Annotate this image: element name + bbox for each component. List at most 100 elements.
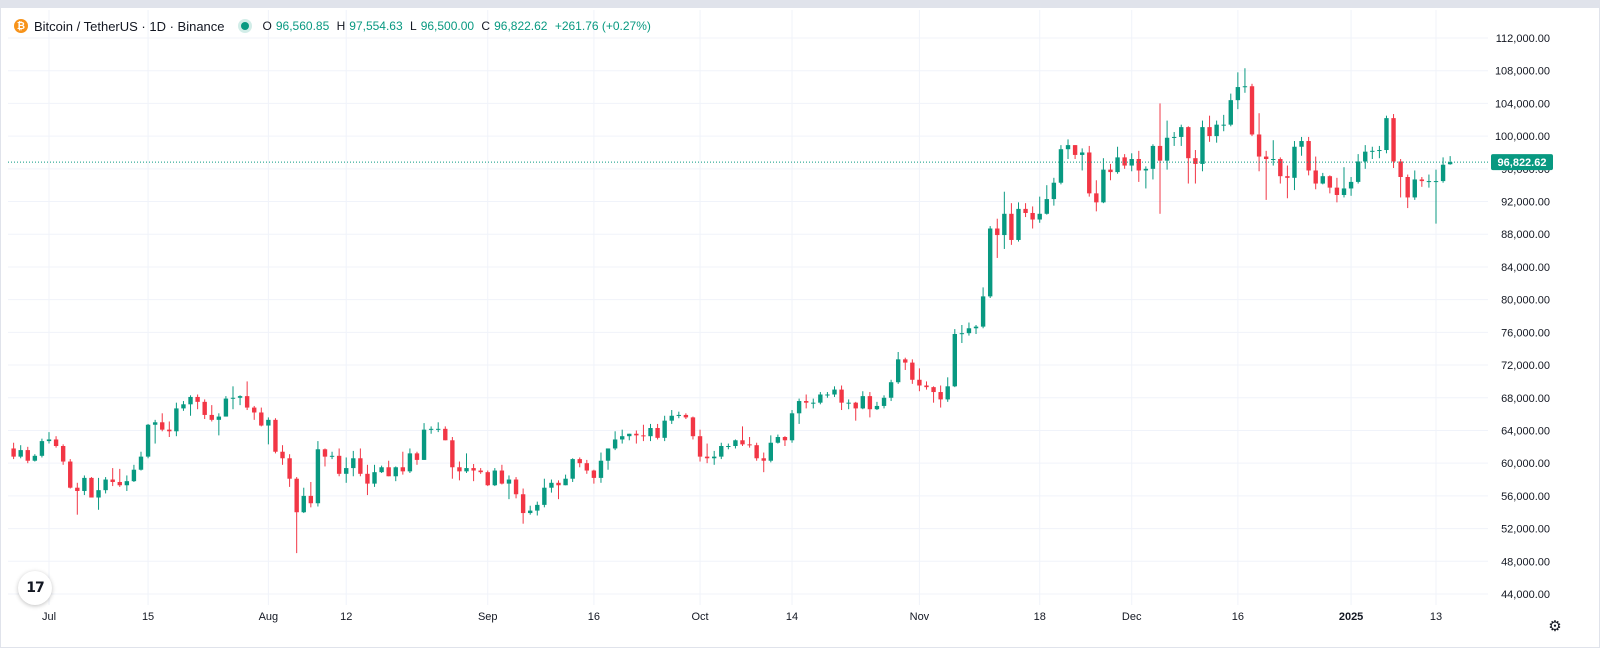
candle[interactable] (1348, 177, 1354, 196)
candle[interactable] (216, 413, 222, 436)
candle[interactable] (1157, 103, 1163, 214)
candle[interactable] (768, 435, 773, 463)
candle[interactable] (697, 429, 703, 462)
candle[interactable] (924, 381, 929, 390)
candle[interactable] (563, 474, 568, 486)
candle[interactable] (1214, 120, 1219, 143)
candle[interactable] (1186, 126, 1191, 184)
candle[interactable] (421, 423, 427, 460)
candle[interactable] (1398, 159, 1403, 198)
candle[interactable] (202, 399, 207, 420)
candle[interactable] (1030, 206, 1035, 229)
candle[interactable] (407, 448, 413, 473)
candle[interactable] (1292, 141, 1297, 191)
candle[interactable] (322, 448, 328, 467)
candle[interactable] (867, 392, 873, 418)
candle[interactable] (627, 433, 632, 441)
candle[interactable] (796, 398, 802, 424)
candle[interactable] (1164, 120, 1170, 170)
candle[interactable] (719, 442, 724, 460)
candle[interactable] (351, 450, 356, 477)
candle[interactable] (436, 422, 441, 433)
candle[interactable] (1193, 150, 1198, 184)
candle[interactable] (980, 287, 986, 329)
symbol-title[interactable]: Bitcoin / TetherUS · 1D · Binance (34, 18, 225, 34)
candle[interactable] (832, 386, 837, 397)
candle[interactable] (1313, 156, 1318, 190)
candle[interactable] (690, 416, 696, 440)
candle[interactable] (46, 432, 52, 444)
candle[interactable] (82, 475, 87, 496)
candle[interactable] (1087, 145, 1092, 197)
candle[interactable] (358, 448, 363, 477)
candle[interactable] (506, 475, 512, 500)
candle[interactable] (450, 437, 455, 479)
candle[interactable] (110, 468, 115, 487)
candle[interactable] (181, 401, 186, 411)
candle[interactable] (917, 368, 922, 392)
candle[interactable] (188, 395, 193, 416)
candle[interactable] (952, 329, 957, 388)
candle[interactable] (457, 461, 462, 481)
candle[interactable] (895, 351, 901, 384)
candle[interactable] (1299, 136, 1304, 156)
candle[interactable] (244, 381, 250, 411)
candle[interactable] (252, 405, 257, 420)
candle[interactable] (485, 470, 490, 487)
candle[interactable] (888, 379, 894, 402)
candle[interactable] (1002, 191, 1007, 249)
candle[interactable] (167, 421, 172, 438)
candle[interactable] (379, 465, 384, 473)
candle[interactable] (747, 437, 752, 448)
candle[interactable] (1079, 148, 1085, 171)
candle[interactable] (103, 477, 108, 494)
candle[interactable] (945, 377, 950, 402)
candle[interactable] (634, 430, 639, 444)
candle[interactable] (676, 411, 682, 419)
candle[interactable] (535, 501, 540, 516)
candle[interactable] (1433, 169, 1439, 224)
candle[interactable] (1150, 144, 1156, 180)
candle[interactable] (25, 446, 30, 464)
candle[interactable] (853, 401, 858, 421)
candle[interactable] (117, 468, 122, 487)
candle[interactable] (1419, 177, 1425, 187)
candle[interactable] (1072, 145, 1078, 160)
candle[interactable] (881, 395, 887, 409)
candle[interactable] (973, 324, 979, 334)
candle[interactable] (1384, 115, 1389, 154)
candle[interactable] (1108, 163, 1113, 181)
candle[interactable] (811, 398, 816, 409)
candle[interactable] (598, 452, 604, 483)
candle[interactable] (1129, 153, 1134, 172)
candle[interactable] (556, 480, 561, 500)
candle[interactable] (1037, 196, 1042, 223)
candle[interactable] (280, 445, 285, 465)
candle[interactable] (577, 457, 582, 468)
candle[interactable] (1058, 145, 1064, 185)
candle[interactable] (1341, 167, 1347, 198)
candle[interactable] (761, 452, 766, 473)
candle[interactable] (903, 357, 908, 370)
gear-icon[interactable]: ⚙ (1548, 617, 1562, 635)
candle[interactable] (1440, 157, 1446, 183)
candle[interactable] (825, 392, 830, 398)
candle[interactable] (789, 410, 795, 443)
candle[interactable] (75, 482, 80, 515)
candle[interactable] (1263, 150, 1269, 200)
candle[interactable] (818, 392, 823, 405)
candle[interactable] (1355, 154, 1361, 184)
candle[interactable] (1221, 114, 1226, 132)
tradingview-logo-icon[interactable]: 17 (18, 571, 52, 605)
candle[interactable] (1044, 185, 1049, 215)
candle[interactable] (68, 459, 73, 489)
candle[interactable] (966, 322, 972, 336)
candle[interactable] (782, 436, 788, 447)
candle[interactable] (1405, 174, 1410, 209)
candle[interactable] (294, 477, 299, 554)
candle[interactable] (733, 439, 738, 449)
candle[interactable] (329, 451, 335, 460)
candle[interactable] (1171, 132, 1177, 146)
candle[interactable] (96, 477, 101, 510)
